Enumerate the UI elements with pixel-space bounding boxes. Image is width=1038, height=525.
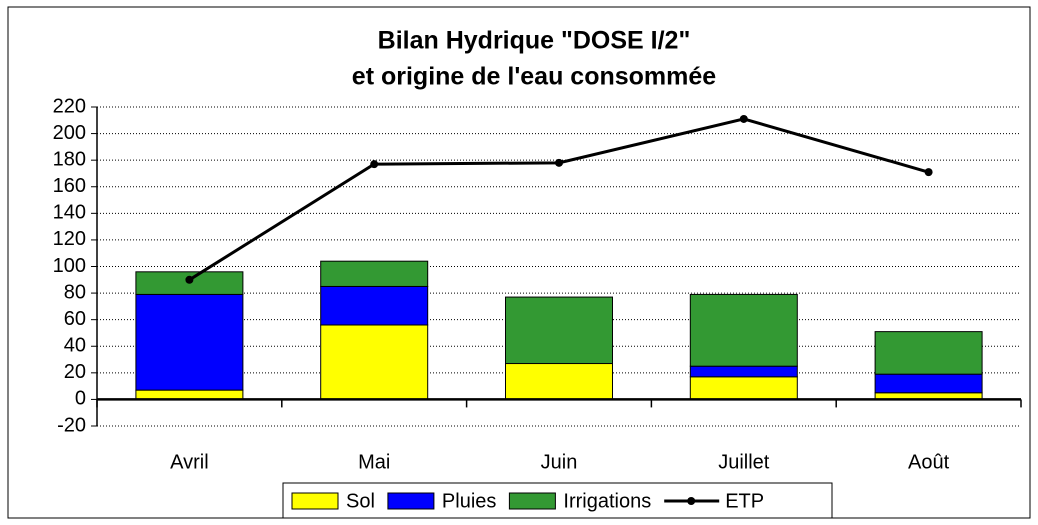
line-point <box>924 168 933 177</box>
y-tick-label: 120 <box>53 228 86 250</box>
legend-label: Irrigations <box>563 490 651 512</box>
y-tick-label: 40 <box>64 335 86 357</box>
y-tick-label: 60 <box>64 308 86 330</box>
y-tick-label: 160 <box>53 175 86 197</box>
x-tick-label: Juillet <box>718 451 770 473</box>
chart-title: Bilan Hydrique "DOSE I/2" <box>378 27 691 55</box>
legend-box <box>282 482 833 519</box>
bar <box>135 389 244 400</box>
bar <box>505 363 613 400</box>
bar <box>874 373 983 394</box>
bar <box>689 365 798 378</box>
y-tick-label: 200 <box>53 122 86 144</box>
line-point <box>185 275 194 284</box>
bar <box>689 293 798 367</box>
legend-swatch <box>291 492 339 510</box>
x-tick-label: Mai <box>358 451 390 473</box>
legend-label: Pluies <box>442 490 496 512</box>
bar <box>320 260 429 287</box>
y-tick-label: 100 <box>53 255 86 277</box>
chart-title: et origine de l'eau consommée <box>352 63 716 91</box>
line-point <box>370 160 379 169</box>
bar <box>320 324 429 400</box>
bar <box>505 296 613 365</box>
bar <box>320 285 429 326</box>
chart-border <box>7 6 1031 519</box>
y-tick-label: 20 <box>64 361 86 383</box>
y-tick-label: 180 <box>53 148 86 170</box>
y-tick-label: 140 <box>53 202 86 224</box>
y-tick-label: -20 <box>57 414 86 436</box>
bar <box>689 376 798 400</box>
x-tick-label: Août <box>908 451 950 473</box>
x-tick-label: Juin <box>541 451 578 473</box>
line-point <box>555 158 563 167</box>
bar <box>135 293 244 391</box>
legend-swatch <box>508 492 556 510</box>
bar <box>874 331 983 375</box>
line-point <box>739 114 748 123</box>
legend-swatch <box>387 492 435 510</box>
y-tick-label: 80 <box>64 281 86 303</box>
y-tick-label: 0 <box>75 388 86 410</box>
legend-marker <box>687 497 696 505</box>
legend-label: Sol <box>346 490 375 512</box>
x-tick-label: Avril <box>170 451 209 473</box>
legend-label: ETP <box>725 490 764 512</box>
y-tick-label: 220 <box>53 95 86 117</box>
